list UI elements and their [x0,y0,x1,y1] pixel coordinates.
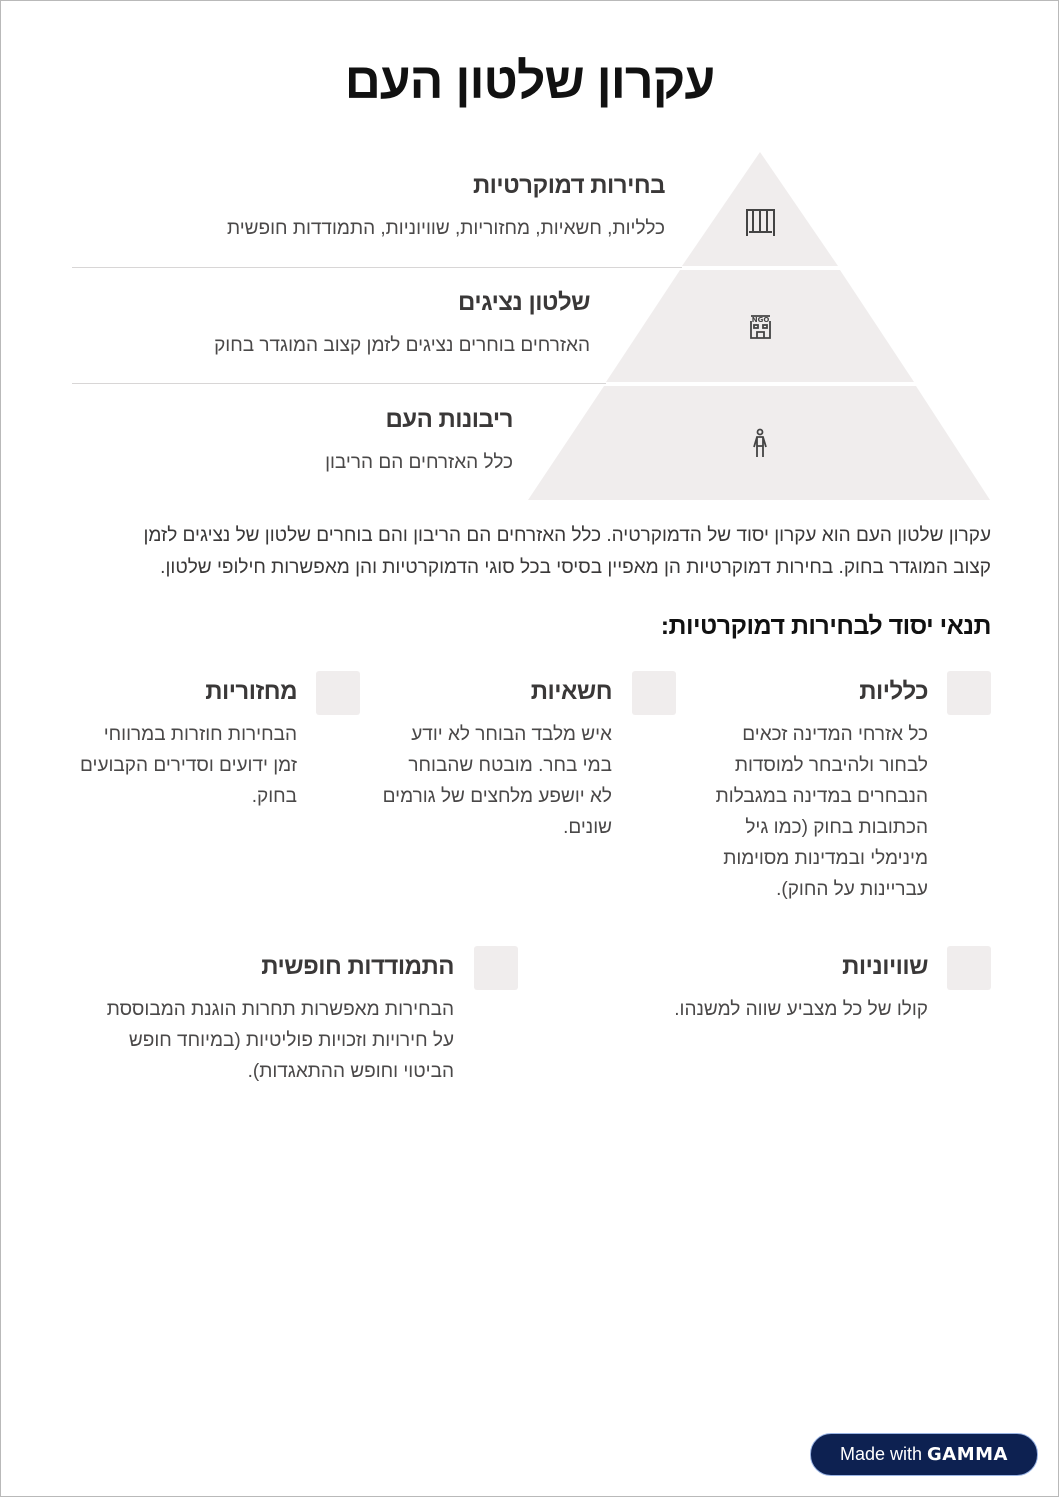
card-text: קולו של כל מצביע שווה למשנהו. [674,999,928,1020]
card-text: איש מלבד הבוחר לא יודע במי בחר. מובטח שה… [382,724,612,838]
pyramid-text: כלל האזרחים הם הריבון [325,452,513,473]
conditions-heading: תנאי יסוד לבחירות דמוקרטיות: [660,612,992,640]
card-heading: מחזוריות [205,678,297,705]
card-text: הבחירות מאפשרות תחרות הוגנת המבוססת על ח… [106,999,454,1082]
pyramid-level-middle [606,270,914,382]
card-heading: חשאיות [530,678,613,705]
person-icon [753,428,767,457]
parliament-columns-icon [746,209,775,236]
card-heading: שוויוניות [842,953,928,980]
card-icon-placeholder [632,671,676,715]
pyramid-heading: בחירות דמוקרטיות [472,172,666,199]
pyramid-text: האזרחים בוחרים נציגים לזמן קצוב המוגדר ב… [214,335,590,356]
card-icon-placeholder [947,946,991,990]
divider [72,383,606,384]
pyramid-level-bottom [528,386,990,500]
page-title: עקרון שלטון העם [344,53,716,109]
gamma-logo: GAMMA [927,1444,1008,1465]
ngo-building-icon: NGO [750,315,771,339]
pyramid-text: כלליות, חשאיות, מחזוריות, שוויוניות, התמ… [226,218,665,239]
badge-prefix: Made with [839,1444,923,1464]
pyramid-heading: ריבונות העם [385,406,513,433]
card-text: כל אזרחי המדינה זכאים לבחור ולהיבחר למוס… [715,724,928,900]
pyramid-heading: שלטון נציגים [458,289,590,316]
card-heading: כלליות [859,678,928,705]
svg-text:NGO: NGO [752,316,770,324]
divider [72,267,682,268]
intro-paragraph: עקרון שלטון העם הוא עקרון יסוד של הדמוקר… [143,525,991,578]
card-text: הבחירות חוזרות במרווחי זמן ידועים וסדירי… [80,724,297,807]
made-with-gamma-badge[interactable]: Made with GAMMA [810,1433,1038,1476]
card-heading: התמודדות חופשית [261,953,454,980]
card-icon-placeholder [316,671,360,715]
pyramid: NGO [528,152,990,500]
card-icon-placeholder [474,946,518,990]
card-icon-placeholder [947,671,991,715]
